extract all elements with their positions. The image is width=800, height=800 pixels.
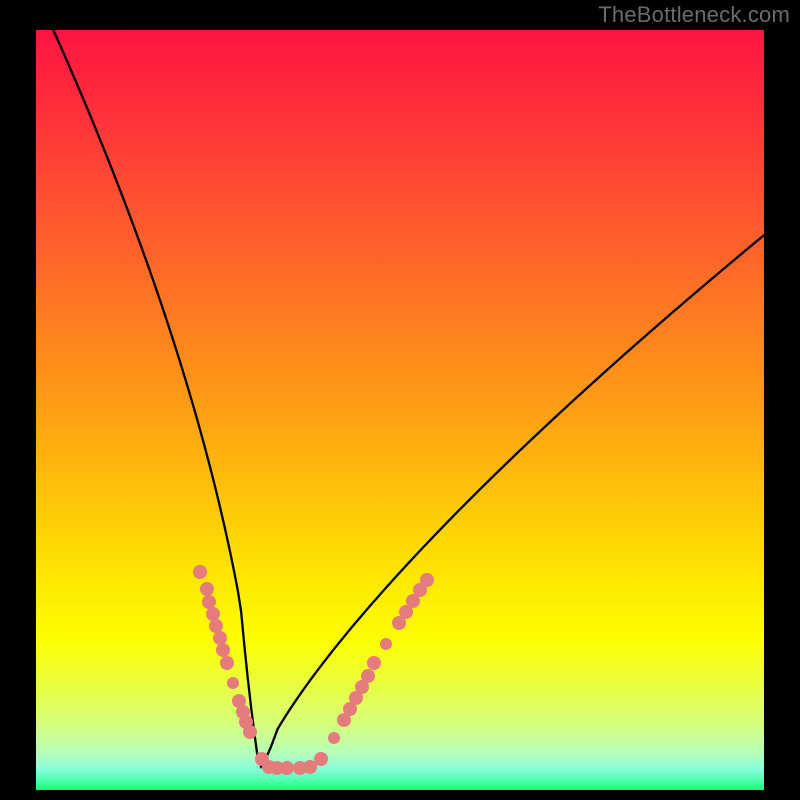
stage: TheBottleneck.com	[0, 0, 800, 800]
data-dot	[361, 669, 375, 683]
data-dot	[209, 619, 223, 633]
data-dot	[193, 565, 207, 579]
data-dot	[200, 582, 214, 596]
data-dot	[420, 573, 434, 587]
watermark-text: TheBottleneck.com	[598, 2, 790, 28]
data-dot	[213, 631, 227, 645]
chart-svg	[0, 0, 800, 800]
data-dot	[380, 638, 392, 650]
data-dot	[220, 656, 234, 670]
plot-background	[36, 30, 764, 790]
data-dot	[216, 643, 230, 657]
data-dot	[227, 677, 239, 689]
data-dot	[328, 732, 340, 744]
data-dot	[206, 607, 220, 621]
data-dot	[243, 725, 257, 739]
data-dot	[367, 656, 381, 670]
data-dot	[314, 752, 328, 766]
data-dot	[202, 595, 216, 609]
data-dot	[280, 761, 294, 775]
